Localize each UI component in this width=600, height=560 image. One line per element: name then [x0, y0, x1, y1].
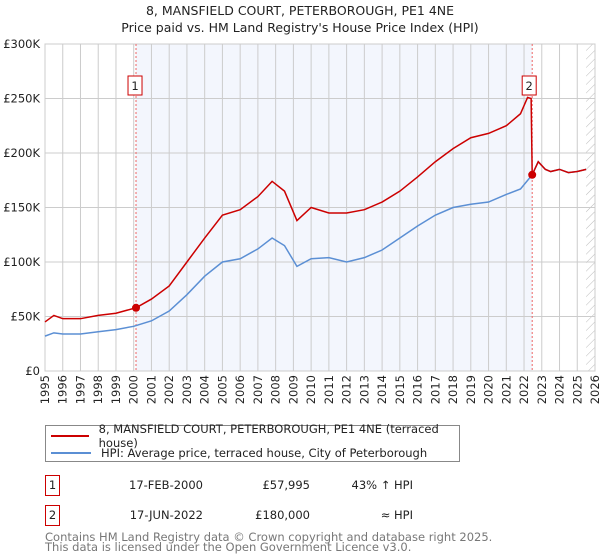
plot-border	[44, 43, 596, 372]
x-tick-label: 2018	[446, 375, 460, 404]
transaction-date: 17-FEB-2000	[129, 478, 203, 492]
x-tick-label: 2024	[553, 375, 567, 404]
marker-label: 2	[526, 79, 533, 93]
x-tick-label: 2007	[251, 375, 265, 404]
x-tick-label: 2010	[304, 375, 318, 404]
marker-label-box	[127, 75, 143, 96]
transaction-date: 17-JUN-2022	[129, 508, 203, 522]
y-tick-label: £250K	[3, 92, 40, 106]
x-tick-label: 2008	[269, 375, 283, 404]
x-tick-label: 2001	[144, 375, 158, 404]
x-tick-label: 2000	[127, 375, 141, 404]
red-line-swatch	[51, 435, 89, 437]
x-tick-label: 2002	[162, 375, 176, 404]
x-tick-label: 1998	[91, 375, 105, 404]
transaction-price: £57,995	[262, 478, 310, 492]
y-tick-label: £50K	[11, 310, 41, 324]
x-tick-label: 2013	[357, 375, 371, 404]
x-tick-label: 2016	[411, 375, 425, 404]
x-tick-label: 2021	[499, 375, 513, 404]
blue-line-swatch	[51, 452, 91, 454]
sale-point	[528, 170, 537, 179]
x-tick-label: 2012	[340, 375, 354, 404]
legend: 8, MANSFIELD COURT, PETERBOROUGH, PE1 4N…	[45, 422, 460, 462]
x-tick-label: 2015	[393, 375, 407, 404]
x-tick-label: 2020	[482, 375, 496, 404]
sale-point	[132, 303, 141, 312]
marker-label-box	[521, 75, 537, 96]
transaction-hpi: ≈ HPI	[380, 508, 413, 522]
legend-label: HPI: Average price, terraced house, City…	[101, 446, 428, 460]
x-tick-label: 1995	[38, 375, 52, 404]
x-tick-label: 2019	[464, 375, 478, 404]
legend-item-property: 8, MANSFIELD COURT, PETERBOROUGH, PE1 4N…	[46, 422, 459, 450]
x-tick-label: 2004	[198, 375, 212, 404]
x-tick-label: 2011	[322, 375, 336, 404]
x-tick-label: 2026	[588, 375, 600, 404]
marker-label: 1	[131, 79, 138, 93]
chart-title: 8, MANSFIELD COURT, PETERBOROUGH, PE1 4N…	[145, 3, 455, 18]
legend-label: 8, MANSFIELD COURT, PETERBOROUGH, PE1 4N…	[98, 422, 439, 450]
x-tick-label: 2006	[233, 375, 247, 404]
x-tick-label: 2009	[286, 375, 300, 404]
x-tick-label: 1997	[73, 375, 87, 404]
y-tick-label: £100K	[3, 255, 40, 269]
y-tick-label: £150K	[3, 201, 40, 215]
x-tick-label: 1999	[109, 375, 123, 404]
y-tick-label: £300K	[3, 37, 40, 51]
x-tick-label: 2005	[215, 375, 229, 404]
y-tick-label: £200K	[3, 146, 40, 160]
chart-subtitle: Price paid vs. HM Land Registry's House …	[121, 20, 479, 35]
property-series-line	[44, 96, 587, 323]
x-tick-label: 2022	[517, 375, 531, 404]
marker-badge: 2	[45, 505, 60, 526]
x-tick-label: 2023	[535, 375, 549, 404]
marker-badge: 1	[45, 475, 60, 496]
legend-item-hpi: HPI: Average price, terraced house, City…	[46, 445, 427, 461]
transaction-row: 1 17-FEB-2000 £57,995 43% ↑ HPI	[45, 475, 445, 496]
y-tick-label: £0	[25, 364, 40, 378]
transaction-price: £180,000	[255, 508, 310, 522]
transaction-row: 2 17-JUN-2022 £180,000 ≈ HPI	[45, 505, 445, 526]
footer-copyright: Contains HM Land Registry data © Crown c…	[45, 530, 493, 544]
footer-licence: This data is licensed under the Open Gov…	[45, 540, 412, 554]
x-tick-label: 2025	[570, 375, 584, 404]
x-tick-label: 2003	[180, 375, 194, 404]
x-tick-label: 2017	[428, 375, 442, 404]
x-tick-label: 1996	[56, 375, 70, 404]
x-tick-label: 2014	[375, 375, 389, 404]
transaction-hpi: 43% ↑ HPI	[351, 478, 413, 492]
price-chart: 1995 1996 1997 1998 1999 2000 2001 2002 2003 2004…	[3, 37, 600, 404]
